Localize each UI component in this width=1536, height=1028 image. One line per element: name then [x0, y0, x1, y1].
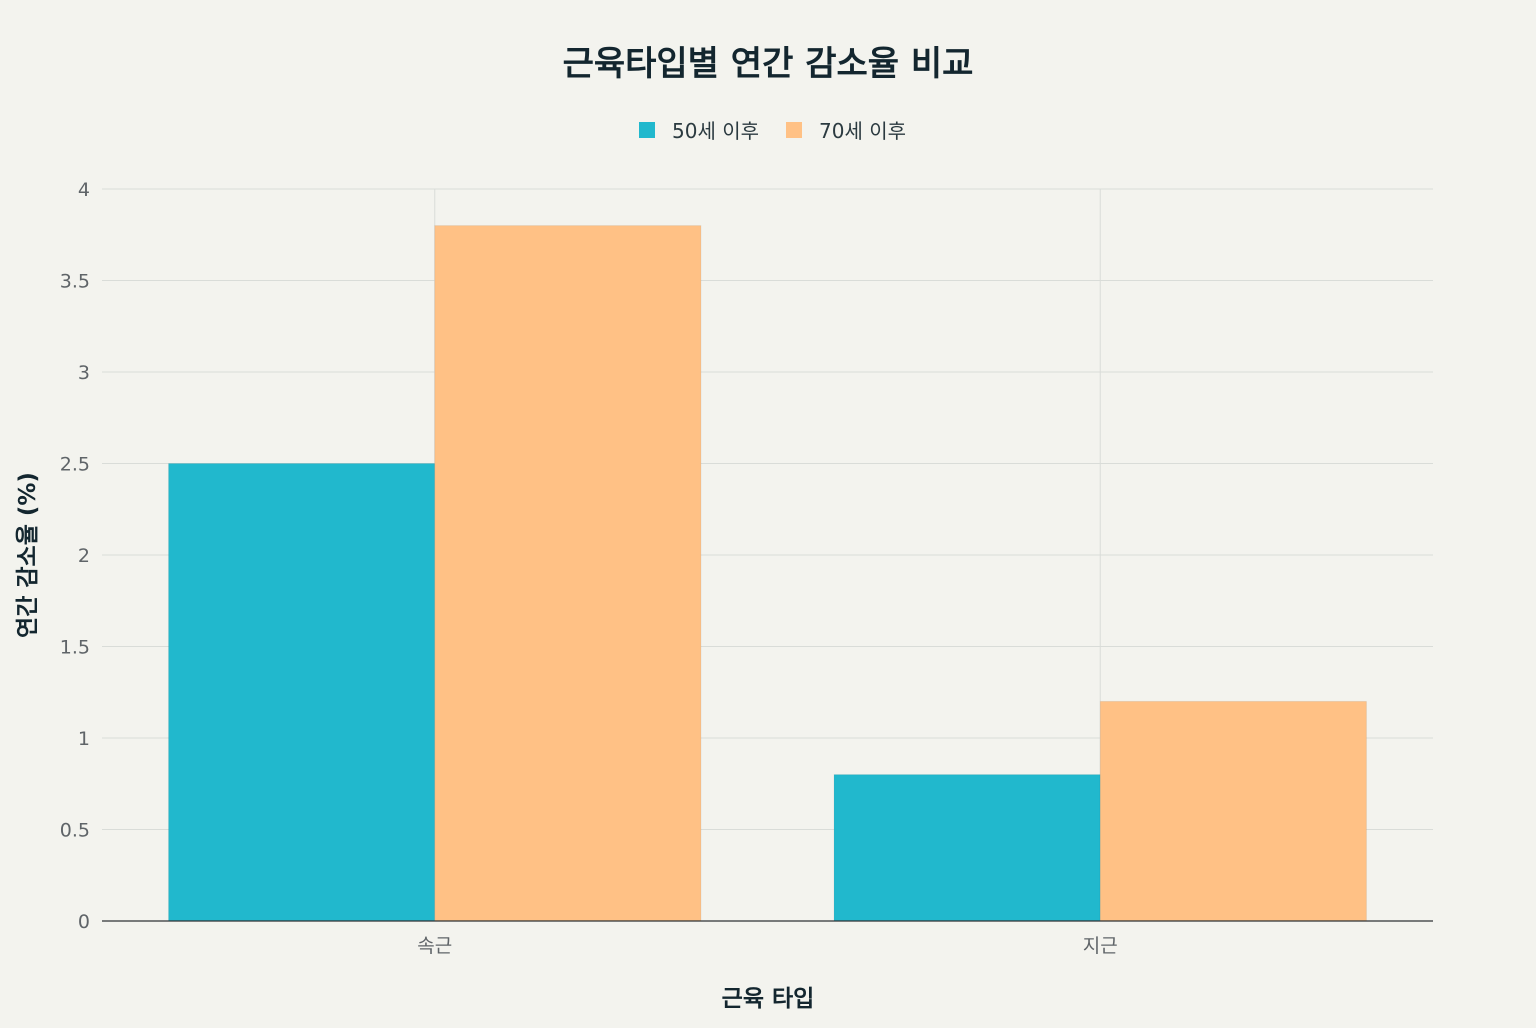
- y-tick-label: 2: [78, 545, 90, 567]
- y-tick-label: 1.5: [60, 637, 90, 659]
- y-tick-label: 3.5: [60, 271, 90, 293]
- y-axis-title: 연간 감소율 (%): [15, 472, 41, 638]
- y-tick-label: 3: [78, 362, 90, 384]
- y-tick-label: 0: [78, 911, 90, 933]
- legend[interactable]: 50세 이후 70세 이후: [639, 119, 906, 143]
- chart-title: 근육타입별 연간 감소율 비교: [563, 44, 974, 84]
- x-tick-label: 지근: [1083, 935, 1118, 957]
- bar-70-slow[interactable]: [1099, 700, 1367, 922]
- bar-50-fast[interactable]: [168, 463, 436, 922]
- x-tick-label: 속근: [417, 935, 452, 957]
- bar-70-fast[interactable]: [434, 225, 702, 922]
- bar-50-slow[interactable]: [833, 774, 1101, 922]
- legend-label-50: 50세 이후: [672, 119, 759, 143]
- legend-label-70: 70세 이후: [819, 119, 906, 143]
- legend-swatch-70: [786, 122, 802, 138]
- y-tick-label: 2.5: [60, 454, 90, 476]
- y-tick-label: 4: [78, 179, 90, 201]
- y-tick-label: 0.5: [60, 820, 90, 842]
- legend-item-50[interactable]: 50세 이후: [639, 119, 759, 143]
- bars: [168, 225, 1367, 922]
- legend-swatch-50: [639, 122, 655, 138]
- y-axis-ticks: 0 0.5 1 1.5 2 2.5 3 3.5 4: [60, 179, 90, 933]
- legend-item-70[interactable]: 70세 이후: [786, 119, 906, 143]
- y-tick-label: 1: [78, 728, 90, 750]
- x-axis-ticks: 속근 지근: [417, 935, 1117, 957]
- x-axis-title: 근육 타입: [722, 986, 815, 1012]
